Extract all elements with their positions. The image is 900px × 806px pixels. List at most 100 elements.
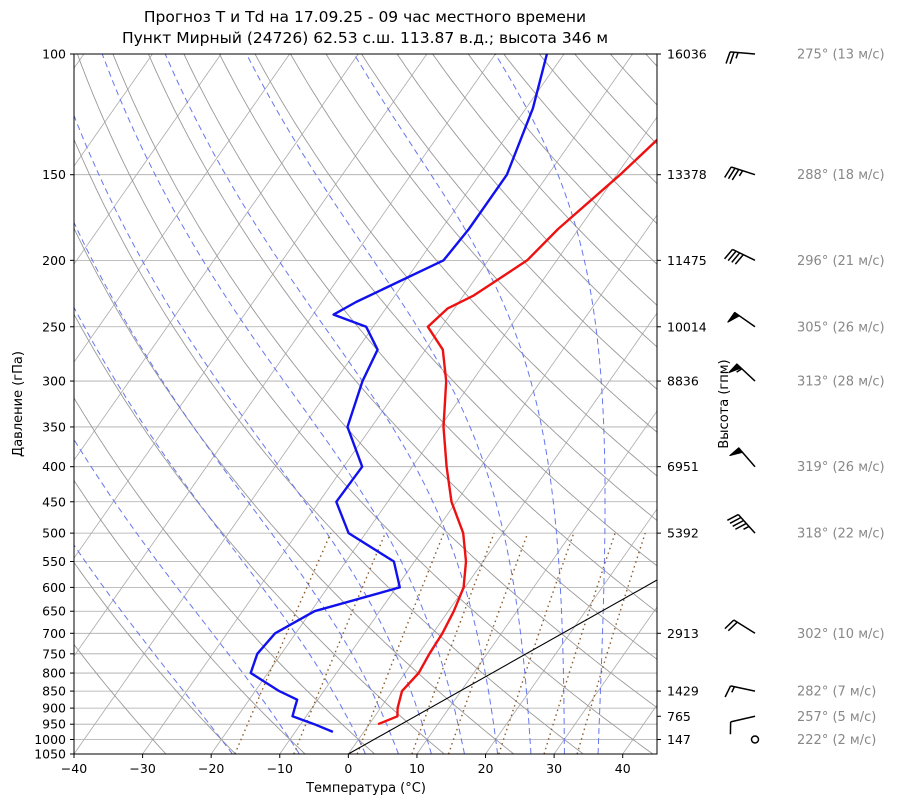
isotherm-line (74, 54, 359, 461)
dry-adiabat (396, 54, 657, 348)
mixing-ratio-line (447, 532, 529, 754)
moist-adiabat (494, 54, 606, 754)
x-tick-label: 10 (409, 761, 425, 776)
x-tick-label: 0 (344, 761, 352, 776)
barb-full (734, 254, 744, 265)
barb-full (731, 252, 741, 263)
x-tick-label: −30 (129, 761, 155, 776)
dry-adiabat (76, 54, 654, 754)
wind-label: 318° (22 м/с) (797, 527, 885, 542)
wind-label: 305° (26 м/с) (797, 320, 885, 335)
wind-barb (724, 619, 756, 634)
chart-title-line-2: Пункт Мирный (24726) 62.53 с.ш. 113.87 в… (121, 29, 609, 47)
pressure-tick-label: 400 (42, 459, 66, 474)
barb-full (726, 513, 739, 522)
dry-adiabat (74, 397, 375, 754)
wind-barb (729, 715, 756, 735)
isotherm-line (74, 54, 222, 265)
pressure-tick-label: 300 (42, 374, 66, 389)
wind-barb (750, 735, 760, 744)
moist-adiabat (74, 438, 300, 754)
barb-full (725, 51, 731, 64)
plot-frame (73, 53, 658, 755)
wind-label: 296° (21 м/с) (797, 254, 885, 269)
isotherm-line (622, 704, 657, 754)
pressure-tick-label: 150 (42, 167, 66, 182)
moist-adiabat (74, 306, 366, 754)
wind-label: 222° (2 м/с) (797, 733, 876, 748)
dry-adiabat (74, 479, 306, 754)
wind-label: 302° (10 м/с) (797, 627, 885, 642)
isotherm-line (74, 54, 428, 559)
wind-barb (726, 513, 756, 534)
moist-adiabat (74, 114, 432, 754)
dry-adiabat (147, 54, 657, 660)
dry-adiabat (609, 54, 657, 106)
barb-full (724, 166, 732, 178)
barb-half (735, 52, 739, 59)
wind-label: 282° (7 м/с) (797, 685, 876, 700)
dry-adiabat (112, 54, 657, 709)
pressure-tick-label: 750 (42, 646, 66, 661)
pressure-tick-label: 900 (42, 701, 66, 716)
isotherm-line (74, 54, 290, 363)
wind-barb (724, 685, 756, 698)
barb-half (736, 368, 743, 373)
temperature-line (377, 138, 657, 726)
barb-shaft (730, 685, 756, 692)
isotherm-line (348, 312, 657, 754)
mixing-ratio-line (543, 532, 616, 754)
pressure-tick-label: 850 (42, 684, 66, 699)
height-tick-label: 16036 (667, 47, 707, 62)
barb-shaft (737, 514, 756, 534)
dry-adiabat (219, 54, 657, 567)
height-tick-label: 10014 (667, 319, 707, 334)
dry-adiabat (254, 54, 657, 522)
moist-adiabat (246, 54, 532, 754)
mixing-ratio-line (234, 532, 332, 754)
dry-adiabat (503, 54, 657, 225)
barb-shaft (730, 715, 756, 723)
wind-barbs: 275° (13 м/с) 288° (18 м/с) 296° (21 м/с) 3… (723, 48, 885, 748)
x-tick-label: 40 (615, 761, 631, 776)
height-tick-label: 765 (667, 709, 691, 724)
barb-full (732, 519, 744, 527)
wind-label: 288° (18 м/с) (797, 168, 885, 183)
x-axis-label: Температура (°C) (305, 781, 426, 796)
isotherm-line (485, 508, 657, 754)
pressure-tick-label: 600 (42, 580, 66, 595)
wind-label: 275° (13 м/с) (797, 48, 885, 63)
barb-full (724, 619, 735, 630)
wind-label: 313° (28 м/с) (797, 375, 885, 390)
x-tick-label: −20 (198, 761, 224, 776)
pressure-tick-label: 100 (42, 47, 66, 62)
wind-label: 257° (5 м/с) (797, 710, 876, 725)
calm-wind-circle (750, 735, 760, 744)
barb-flag (727, 311, 741, 323)
wind-barb (729, 447, 756, 468)
dry-adiabat (432, 54, 657, 306)
moist-adiabat (101, 54, 465, 754)
height-tick-label: 5392 (667, 526, 699, 541)
barb-full (729, 516, 742, 524)
barb-full (729, 51, 735, 65)
dry-adiabat (74, 313, 445, 754)
barb-shaft (733, 619, 756, 634)
barb-full (727, 621, 738, 632)
barb-full (724, 685, 732, 698)
wind-label: 319° (26 м/с) (797, 460, 885, 475)
height-tick-label: 13378 (667, 167, 707, 182)
wind-barb (725, 51, 756, 65)
height-tick-label: 6951 (667, 459, 699, 474)
dry-adiabat (467, 54, 657, 265)
wind-barb (723, 248, 756, 265)
dry-adiabat (361, 54, 657, 390)
isotherm-line (210, 116, 657, 754)
y-axis-label: Давление (гПа) (11, 351, 26, 457)
isotherm-line (142, 54, 633, 754)
height-tick-label: 11475 (667, 253, 707, 268)
x-tick-label: −40 (61, 761, 87, 776)
barb-full (727, 167, 736, 180)
pressure-tick-label: 1000 (34, 732, 66, 747)
dry-adiabat (645, 54, 657, 67)
